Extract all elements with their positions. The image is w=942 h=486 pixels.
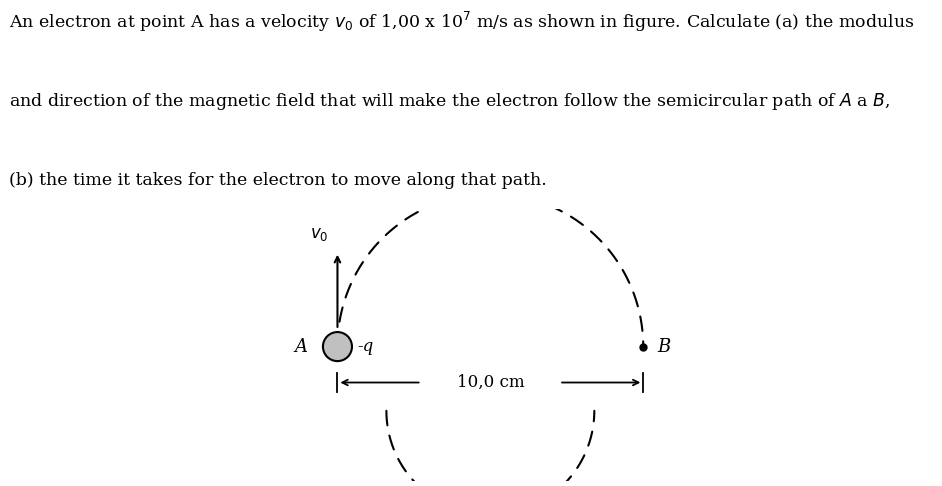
Text: B: B [657, 338, 671, 356]
Circle shape [323, 332, 352, 361]
Text: -q: -q [357, 338, 374, 355]
Text: An electron at point A has a velocity $\mathit{v}_0$ of 1,00 x 10$^7$ m/s as sho: An electron at point A has a velocity $\… [9, 10, 915, 34]
Text: $\mathit{v}_0$: $\mathit{v}_0$ [310, 226, 328, 243]
Text: 10,0 cm: 10,0 cm [457, 374, 524, 391]
Text: (b) the time it takes for the electron to move along that path.: (b) the time it takes for the electron t… [9, 172, 547, 189]
Text: A: A [294, 338, 307, 356]
Text: and direction of the magnetic field that will make the electron follow the semic: and direction of the magnetic field that… [9, 91, 891, 112]
